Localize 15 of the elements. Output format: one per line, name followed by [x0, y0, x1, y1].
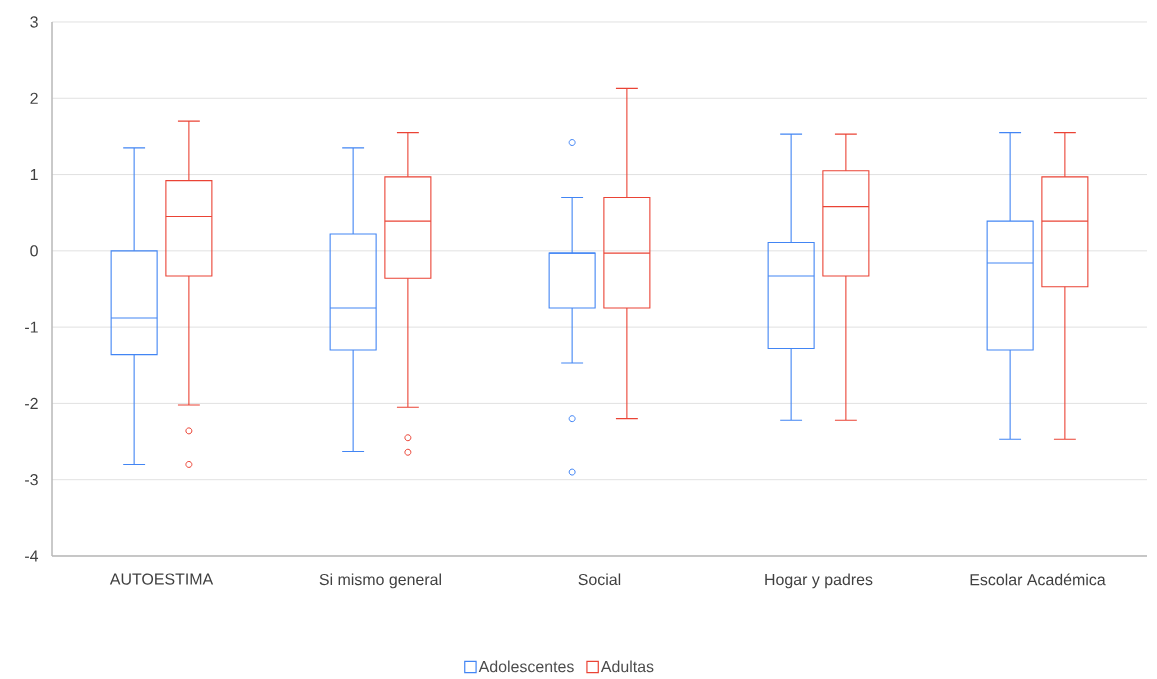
- x-tick-label: Escolar Académica: [970, 573, 1106, 586]
- y-tick-label: -1: [25, 321, 38, 333]
- y-tick-label: -2: [25, 397, 38, 409]
- x-tick-label: AUTOESTIMA: [109, 573, 214, 585]
- x-tick-label: Social: [578, 573, 621, 586]
- y-tick-label: -3: [25, 474, 38, 486]
- legend-label: Adolescentes: [478, 660, 574, 673]
- y-tick-label: 3: [30, 16, 38, 28]
- y-tick-label: 2: [30, 92, 38, 104]
- y-tick-label: 0: [30, 245, 38, 257]
- legend-label: Adultas: [600, 660, 654, 673]
- x-tick-label: Si mismo general: [319, 573, 441, 589]
- x-tick-label: Hogar y padres: [765, 573, 873, 589]
- y-tick-label: 1: [30, 169, 38, 181]
- y-tick-label: -4: [25, 550, 39, 562]
